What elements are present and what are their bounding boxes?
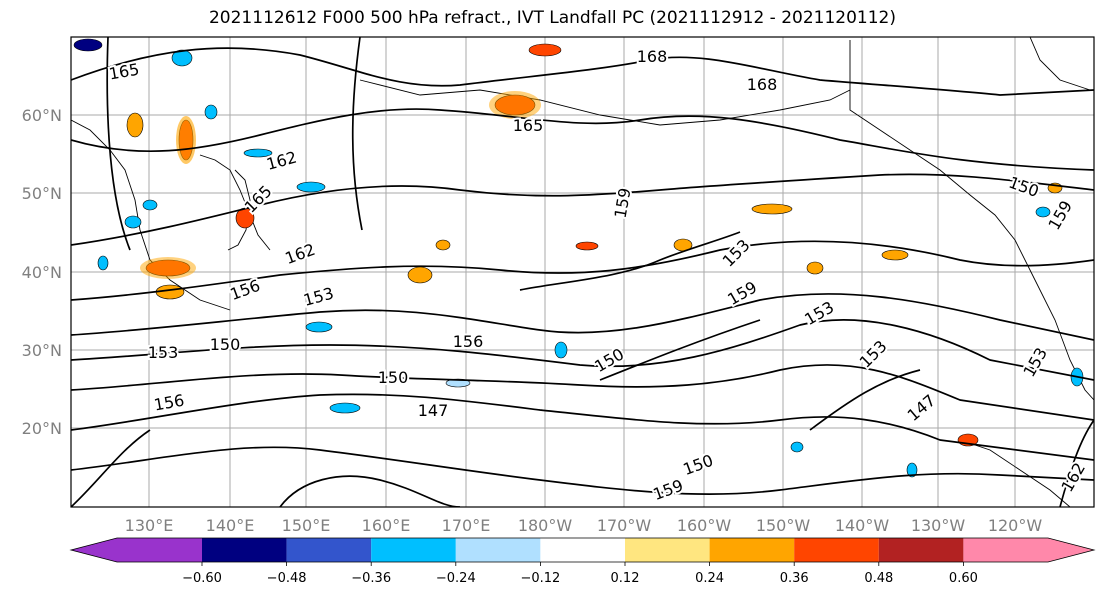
colorbar-segment (963, 538, 1048, 562)
colorbar-tick-label: −0.48 (267, 571, 307, 586)
colorbar-segment (709, 538, 795, 562)
colorbar-segment (540, 538, 625, 562)
colorbar-segment (286, 538, 372, 562)
colorbar-segment (455, 538, 541, 562)
longitude-label: 150°E (282, 516, 331, 535)
colorbar-segment (202, 538, 287, 562)
colorbar-tick-label: −0.12 (520, 571, 560, 586)
contour-label: 165 (513, 116, 544, 135)
longitude-label: 180°W (518, 516, 573, 535)
longitude-labels: 130°E 140°E 150°E 160°E 170°E 180°W 170°W 160°W… (125, 516, 1043, 535)
longitude-label: 120°W (988, 516, 1043, 535)
colorbar-max-extension (1048, 538, 1094, 562)
latitude-label: 20°N (22, 419, 62, 438)
longitude-label: 170°W (597, 516, 652, 535)
contour-lines (71, 37, 1094, 507)
colorbar-tick-label: −0.60 (182, 571, 222, 586)
contour-label: 168 (747, 75, 778, 94)
coastlines (71, 37, 1094, 507)
refractivity-patches (73, 38, 1084, 478)
contour-label: 153 (148, 343, 179, 362)
longitude-label: 140°E (206, 516, 255, 535)
colorbar-outline (69, 537, 1096, 563)
colorbar-min-extension (71, 538, 117, 562)
contour-label: 150 (378, 368, 409, 387)
colorbar-tick-label: −0.24 (436, 571, 476, 586)
colorbar-segment (878, 538, 964, 562)
latitude-labels: 60°N 50°N 40°N 30°N 20°N (22, 106, 62, 438)
latitude-label: 60°N (22, 106, 62, 125)
colorbar-tick-label: 0.36 (780, 571, 809, 586)
colorbar-segment (625, 538, 710, 562)
longitude-label: 160°W (677, 516, 732, 535)
colorbar-tick-label: −0.36 (351, 571, 391, 586)
longitude-label: 130°W (911, 516, 966, 535)
contour-label: 150 (210, 335, 241, 354)
latitude-label: 40°N (22, 263, 62, 282)
longitude-label: 140°W (835, 516, 890, 535)
latitude-label: 50°N (22, 184, 62, 203)
longitude-label: 160°E (362, 516, 411, 535)
colorbar: −0.60 −0.48 −0.36 −0.24 −0.12 0.12 0.24 0.36 0.4… (69, 537, 1096, 586)
colorbar-tick-label: 0.12 (611, 571, 640, 586)
contour-label: 147 (418, 401, 449, 420)
colorbar-segment (117, 538, 202, 562)
colorbar-segment (371, 538, 456, 562)
longitude-label: 130°E (125, 516, 174, 535)
map-frame (70, 36, 1095, 508)
colorbar-tick-label: 0.60 (949, 571, 978, 586)
longitude-label: 150°W (756, 516, 811, 535)
longitude-label: 170°E (442, 516, 491, 535)
colorbar-tick-label: 0.24 (695, 571, 724, 586)
latitude-label: 30°N (22, 341, 62, 360)
map-title: 2021112612 F000 500 hPa refract., IVT La… (208, 8, 896, 28)
contour-label: 168 (637, 47, 668, 66)
colorbar-segment (794, 538, 879, 562)
contour-label: 156 (453, 332, 484, 351)
colorbar-tick-label: 0.48 (864, 571, 893, 586)
